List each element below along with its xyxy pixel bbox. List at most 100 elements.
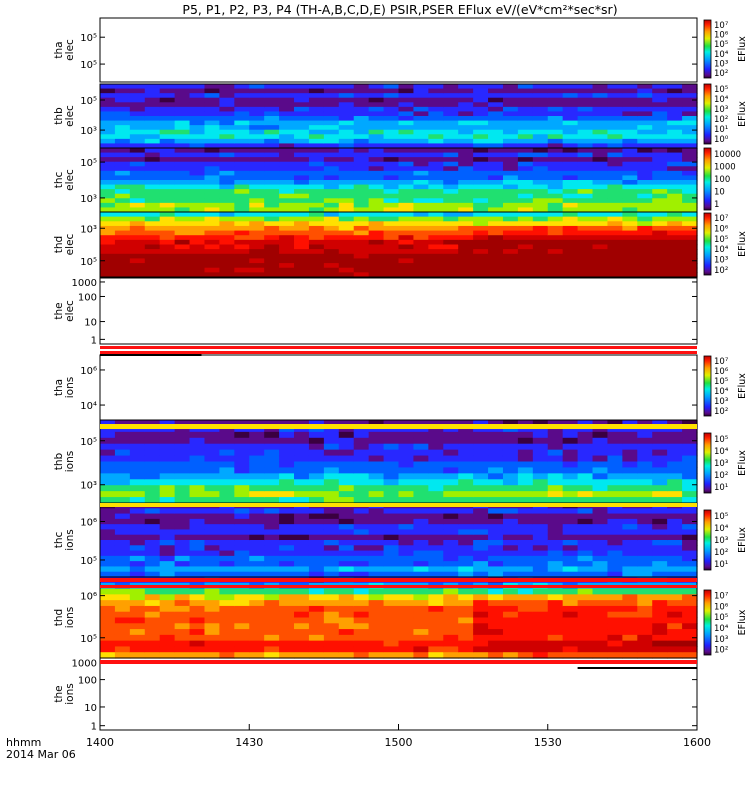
heatmap-cell [443,611,459,619]
heatmap-cell [219,550,235,557]
heatmap-cell [249,571,265,578]
heatmap-cell [338,180,355,186]
heatmap-cell [174,272,191,278]
heatmap-cell [174,202,191,209]
heatmap-cell [159,93,176,99]
heatmap-cell [607,431,623,439]
heatmap-cell [398,170,415,177]
heatmap-cell [204,166,221,172]
heatmap-cell [353,106,370,113]
heatmap-cell [532,152,549,158]
heatmap-cell [159,129,176,135]
heatmap-cell [294,425,310,433]
heatmap-cell [100,550,116,557]
heatmap-cell [473,431,489,439]
heatmap-cell [264,134,280,140]
heatmap-cell [562,84,579,90]
heatmap-cell [637,640,653,648]
heatmap-cell [338,253,355,260]
heatmap-cell [532,263,549,269]
heatmap-cell [398,455,415,463]
heatmap-cell [443,267,459,273]
heatmap-cell [622,640,638,648]
heatmap-cell [189,216,206,222]
heatmap-cell [114,617,131,624]
heatmap-cell [249,221,265,227]
heatmap-cell [577,479,594,486]
heatmap-cell [622,449,638,457]
heatmap-cell [159,479,176,486]
heatmap-cell [413,170,429,177]
heatmap-cell [622,513,638,520]
heatmap-cell [502,640,519,648]
heatmap-cell [114,166,131,172]
heatmap-cell [637,225,653,232]
colorbar-gradient [703,509,712,571]
heatmap-cell [458,508,474,515]
heatmap-cell [652,540,668,546]
heatmap-cell [428,111,444,117]
heatmap-cell [144,221,161,227]
heatmap-cell [458,485,474,492]
heatmap-cell [264,600,280,607]
heatmap-cell [279,116,295,122]
heatmap-cell [383,221,400,227]
heatmap-cell [264,420,280,427]
heatmap-cell [234,420,250,427]
heatmap-cell [323,529,340,536]
heatmap-cell [577,420,594,427]
heatmap-cell [174,479,191,486]
heatmap-cell [279,193,295,199]
heatmap-cell [517,180,534,186]
heatmap-cell [308,198,325,204]
heatmap-cell [458,518,474,525]
heatmap-cell [577,272,594,278]
heatmap-cell [219,634,235,642]
heatmap-cell [622,561,638,568]
heatmap-cell [308,497,325,504]
heatmap-cell [652,161,668,167]
heatmap-cell [473,202,489,209]
heatmap-cell [204,249,221,255]
heatmap-cell [532,561,549,568]
heatmap-cell [323,249,340,255]
heatmap-cell [294,518,310,525]
heatmap-cell [114,629,131,636]
colorbar-gradient [703,147,712,211]
heatmap-cell [652,605,668,613]
heatmap-cell [398,193,415,199]
heatmap-cell [264,629,280,636]
heatmap-cell [532,508,549,515]
heatmap-cell [398,184,415,190]
heatmap-cell [234,629,250,636]
heatmap-cell [338,455,355,463]
heatmap-cell [622,425,638,433]
heatmap-cell [473,221,489,227]
heatmap-cell [174,455,191,463]
heatmap-cell [294,244,310,250]
heatmap-cell [667,102,683,108]
heatmap-cell [159,111,176,117]
heatmap-cell [577,497,594,504]
heatmap-cell [338,437,355,445]
heatmap-cell [249,239,265,246]
heatmap-cell [383,120,400,126]
heatmap-cell [667,116,683,122]
heatmap-cell [368,129,385,135]
heatmap-cell [607,508,623,515]
heatmap-cell [264,545,280,552]
heatmap-cell [682,646,698,653]
heatmap-cell [219,437,235,445]
heatmap-cell [353,524,370,531]
heatmap-cell [383,129,400,135]
heatmap-cell [473,629,489,636]
heatmap-cell [682,175,698,181]
heatmap-cell [517,106,534,113]
heatmap-cell [488,230,504,236]
heatmap-cell [144,249,161,255]
heatmap-cell [413,239,429,246]
heatmap-cell [413,272,429,278]
heatmap-cell [458,258,474,264]
heatmap-cell [279,550,295,557]
